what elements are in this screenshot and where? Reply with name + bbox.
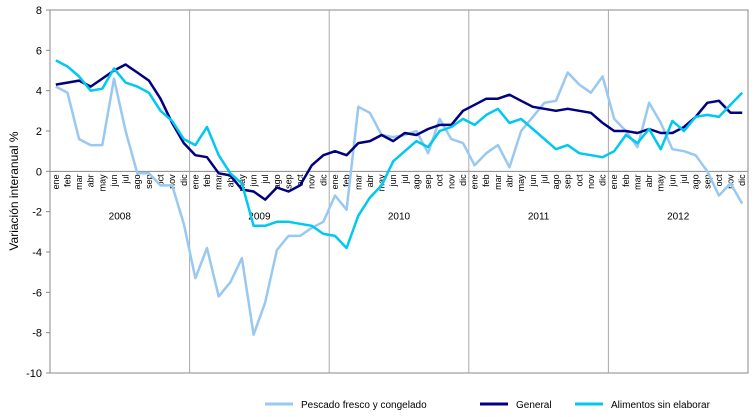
x-tick-label: abr (644, 174, 654, 187)
x-tick-label: nov (167, 174, 177, 189)
x-tick-label: dic (458, 174, 468, 186)
y-tick-label: 2 (36, 126, 42, 138)
x-tick-label: oct (714, 174, 724, 187)
x-tick-label: mar (353, 174, 363, 190)
x-tick-label: ago (551, 174, 561, 189)
x-tick-label: dic (318, 174, 328, 186)
x-tick-label: mar (632, 174, 642, 190)
x-tick-label: sep (144, 174, 154, 189)
x-tick-label: jun (528, 174, 538, 187)
x-tick-label: may (656, 174, 666, 192)
x-tick-label: ago (411, 174, 421, 189)
year-label: 2008 (109, 211, 132, 222)
y-tick-label: 6 (36, 45, 42, 57)
x-tick-label: ene (190, 174, 200, 189)
x-tick-label: mar (74, 174, 84, 190)
x-tick-label: nov (586, 174, 596, 189)
x-tick-label: may (516, 174, 526, 192)
x-tick-label: jun (109, 174, 119, 187)
x-tick-label: feb (621, 174, 631, 187)
year-label: 2011 (528, 211, 550, 222)
x-tick-label: ene (330, 174, 340, 189)
x-tick-label: may (377, 174, 387, 192)
x-tick-label: jul (539, 174, 549, 184)
y-axis-label: Variación interanual % (7, 131, 21, 251)
x-tick-label: abr (86, 174, 96, 187)
x-tick-label: ene (51, 174, 61, 189)
x-tick-label: ago (132, 174, 142, 189)
x-tick-label: nov (726, 174, 736, 189)
x-tick-label: may (97, 174, 107, 192)
y-tick-label: -10 (26, 368, 42, 380)
x-tick-label: feb (342, 174, 352, 187)
year-label: 2010 (388, 211, 411, 222)
x-tick-label: ago (272, 174, 282, 189)
x-tick-label: jun (388, 174, 398, 187)
x-tick-label: jul (121, 174, 131, 184)
plot-frame (49, 9, 749, 374)
y-tick-label: -6 (32, 287, 42, 299)
x-tick-label: jul (679, 174, 689, 184)
x-tick-label: jul (260, 174, 270, 184)
y-tick-label: -8 (32, 328, 42, 340)
x-tick-label: mar (214, 174, 224, 190)
x-tick-label: oct (295, 174, 305, 187)
x-tick-label: abr (365, 174, 375, 187)
legend-label: Alimentos sin elaborar (611, 400, 711, 411)
series-line (55, 59, 744, 250)
x-tick-label: jul (400, 174, 410, 184)
x-tick-label: dic (598, 174, 608, 186)
x-tick-label: oct (435, 174, 445, 187)
x-tick-label: nov (446, 174, 456, 189)
x-tick-label: abr (225, 174, 235, 187)
x-tick-label: jun (249, 174, 259, 187)
x-tick-label: ago (691, 174, 701, 189)
y-tick-label: -4 (32, 247, 42, 259)
x-tick-label: jun (667, 174, 677, 187)
x-tick-label: feb (62, 174, 72, 187)
x-tick-label: sep (283, 174, 293, 189)
legend-label: Pescado fresco y congelado (301, 400, 427, 411)
x-tick-label: nov (307, 174, 317, 189)
x-tick-label: abr (505, 174, 515, 187)
x-tick-label: feb (481, 174, 491, 187)
legend-label: General (516, 400, 552, 411)
x-tick-label: sep (423, 174, 433, 189)
x-tick-label: oct (156, 174, 166, 187)
x-tick-label: dic (737, 174, 747, 186)
year-label: 2009 (248, 211, 271, 222)
x-tick-label: sep (563, 174, 573, 189)
y-tick-label: 4 (36, 86, 42, 98)
y-tick-label: 8 (36, 5, 42, 17)
x-tick-label: ene (470, 174, 480, 189)
x-tick-label: ene (609, 174, 619, 189)
x-tick-label: feb (202, 174, 212, 187)
x-tick-label: sep (702, 174, 712, 189)
year-label: 2012 (667, 211, 690, 222)
series-line (55, 71, 744, 336)
y-tick-label: -2 (32, 207, 42, 219)
x-tick-label: oct (574, 174, 584, 187)
x-tick-label: mar (493, 174, 503, 190)
y-tick-label: 0 (36, 166, 42, 178)
x-tick-label: dic (179, 174, 189, 186)
